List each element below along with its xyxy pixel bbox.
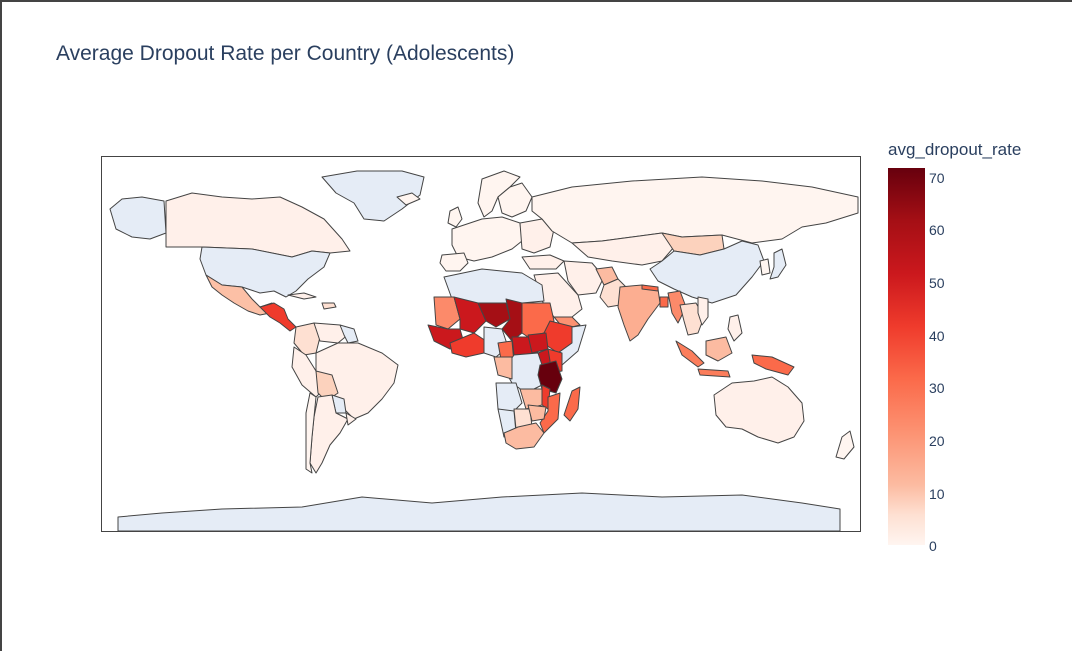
colorbar-tick-40: 40 xyxy=(929,328,945,344)
colorbar xyxy=(888,168,925,545)
colorbar-tick-70: 70 xyxy=(929,170,945,186)
country-united-kingdom xyxy=(447,206,463,228)
country-iran xyxy=(563,260,605,296)
colorbar-tick-20: 20 xyxy=(929,433,945,449)
country-gabon-congo xyxy=(493,356,513,380)
map-plot-area[interactable] xyxy=(101,156,861,532)
country-tanzania xyxy=(537,360,563,394)
colorbar-title: avg_dropout_rate xyxy=(888,140,1022,159)
country-russia xyxy=(531,176,859,244)
colorbar-tick-10: 10 xyxy=(929,486,945,502)
country-papua-new-guinea xyxy=(751,354,795,376)
country-europe-west xyxy=(451,216,523,262)
country-vietnam xyxy=(697,296,709,326)
country-australia xyxy=(713,376,805,444)
country-uruguay xyxy=(345,412,357,426)
country-guyana xyxy=(339,324,359,344)
country-angola xyxy=(495,382,523,414)
country-cuba xyxy=(287,292,317,300)
country-alaska xyxy=(109,196,167,240)
country-mauritania xyxy=(433,296,461,330)
country-antarctica xyxy=(117,492,841,531)
colorbar-tick-60: 60 xyxy=(929,222,945,238)
country-indonesia-sumatra xyxy=(675,340,705,368)
colorbar-tick-50: 50 xyxy=(929,275,945,291)
country-philippines xyxy=(727,314,743,342)
country-new-zealand xyxy=(835,430,855,460)
country-zimbabwe xyxy=(527,404,547,422)
colorbar-tick-0: 0 xyxy=(929,538,937,554)
country-sweden-finland xyxy=(497,182,533,218)
country-madagascar xyxy=(563,386,581,422)
country-indonesia-borneo xyxy=(705,336,733,362)
country-niger xyxy=(477,302,511,328)
chart-title: Average Dropout Rate per Country (Adoles… xyxy=(56,42,515,65)
country-greenland xyxy=(321,170,425,222)
country-indonesia-java xyxy=(697,368,731,378)
country-south-africa xyxy=(503,422,545,450)
country-india xyxy=(617,284,661,342)
world-map[interactable] xyxy=(102,157,860,531)
country-iceland xyxy=(396,192,421,206)
country-central-america xyxy=(259,302,297,332)
country-bangladesh xyxy=(659,296,669,308)
country-hispaniola xyxy=(321,302,337,310)
country-kazakhstan xyxy=(571,232,675,266)
country-china xyxy=(649,240,765,304)
country-nepal xyxy=(641,284,659,292)
country-japan xyxy=(769,248,787,280)
colorbar-tick-30: 30 xyxy=(929,380,945,396)
country-canada xyxy=(165,192,351,258)
country-turkey xyxy=(521,254,565,270)
country-spain xyxy=(439,252,469,272)
country-korea xyxy=(759,258,771,276)
country-chile xyxy=(305,392,317,474)
